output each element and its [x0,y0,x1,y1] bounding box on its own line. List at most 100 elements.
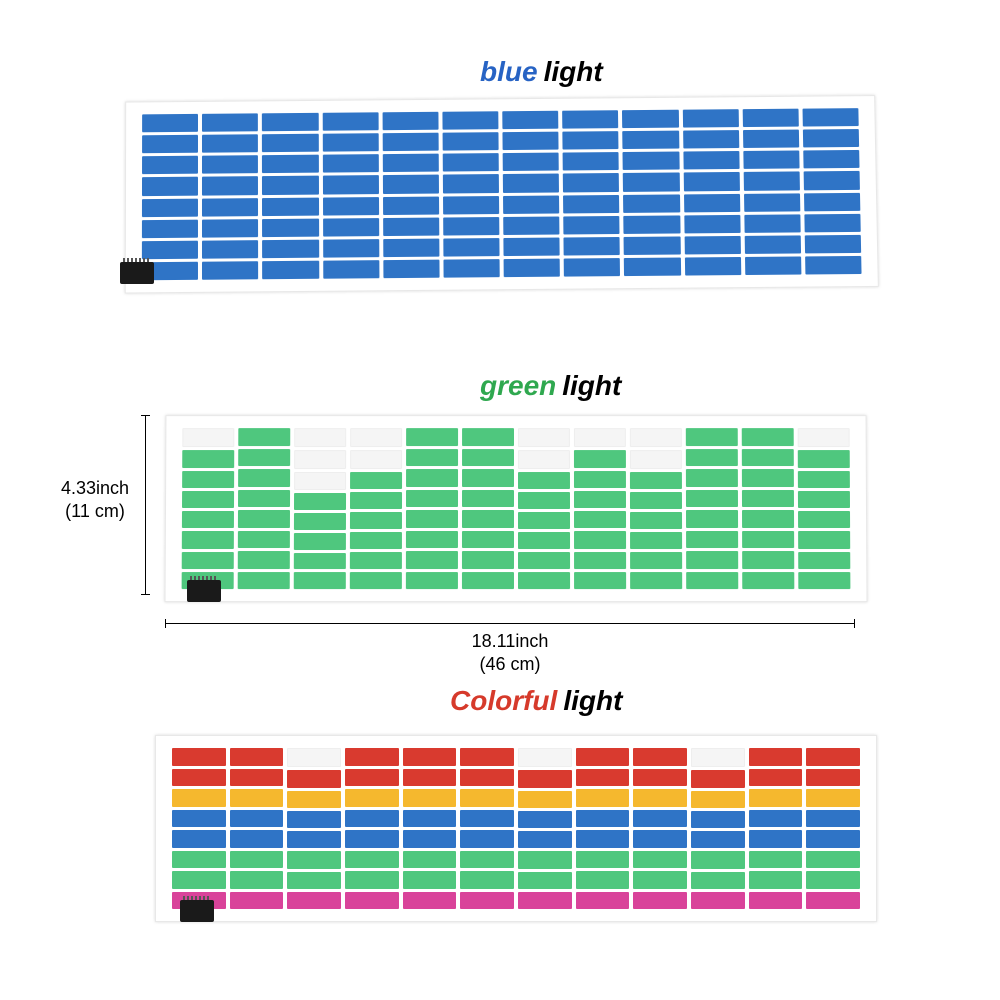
eq-column [238,428,291,589]
eq-segment [238,531,290,549]
eq-segment [287,831,341,848]
eq-segment [798,428,850,447]
eq-segment [742,510,794,528]
eq-segment [294,533,346,550]
eq-segment [742,469,794,486]
eq-segment [633,871,687,889]
eq-segment [574,552,626,569]
eq-segment [503,174,559,193]
eq-segment [749,892,803,910]
t3-title-word1: Colorful [450,685,557,716]
eq-column [294,428,346,589]
eq-segment [576,789,630,807]
eq-segment [749,769,803,787]
eq-segment [238,510,290,528]
eq-segment [202,155,258,174]
eq-segment [287,872,341,889]
eq-segment [624,215,680,234]
eq-segment [350,428,402,447]
eq-segment [683,172,739,191]
eq-segment [563,131,619,150]
eq-segment [518,450,570,469]
eq-segment [294,428,346,447]
blue-connector-icon [120,262,154,284]
eq-segment [563,194,619,213]
eq-segment [294,450,346,469]
t2-title-word1: green [480,370,556,401]
eq-segment [460,769,514,787]
eq-segment [462,572,514,590]
eq-segment [744,235,801,254]
eq-segment [443,174,499,193]
eq-segment [383,259,439,278]
eq-segment [742,572,794,590]
eq-column [518,748,572,909]
eq-segment [686,572,738,590]
eq-column [686,428,738,589]
eq-segment [633,851,687,869]
eq-segment [403,810,457,828]
eq-segment [744,193,800,212]
eq-column [682,109,741,275]
eq-segment [230,892,284,910]
eq-segment [503,237,559,256]
eq-column [322,112,379,278]
eq-segment [743,151,799,170]
eq-segment [803,129,859,148]
eq-segment [262,197,318,216]
eq-segment [238,490,290,507]
t1-title: bluelight [480,56,603,88]
eq-segment [403,892,457,910]
eq-segment [574,511,626,528]
eq-segment [806,830,860,848]
eq-segment [691,770,745,787]
eq-segment [287,811,341,828]
eq-column [622,110,680,276]
eq-column [442,111,499,277]
eq-segment [504,258,560,277]
eq-segment [518,872,572,889]
eq-segment [382,133,438,152]
eq-segment [294,493,346,510]
eq-segment [742,490,794,507]
eq-segment [518,892,572,909]
eq-segment [798,572,850,589]
eq-segment [345,810,399,828]
eq-segment [172,851,226,869]
eq-segment [686,428,738,445]
eq-segment [202,134,258,153]
eq-segment [238,428,290,445]
eq-segment [518,770,572,787]
eq-segment [623,131,679,150]
eq-segment [383,196,439,215]
eq-segment [406,572,458,590]
t3-title: Colorfullight [450,685,622,717]
eq-segment [350,450,402,469]
eq-segment [230,769,284,787]
eq-segment [576,871,630,889]
eq-segment [142,177,198,196]
eq-segment [574,471,626,488]
eq-segment [518,572,570,589]
eq-segment [743,172,799,191]
eq-segment [682,109,738,128]
eq-segment [806,748,860,766]
eq-segment [403,789,457,807]
colorful-connector-icon [180,900,214,922]
eq-segment [142,114,198,133]
eq-segment [518,552,570,569]
eq-segment [403,871,457,889]
eq-segment [623,173,679,192]
eq-segment [691,748,745,767]
eq-segment [804,171,860,190]
eq-segment [574,531,626,548]
eq-segment [406,551,458,569]
eq-segment [287,748,341,767]
eq-segment [502,111,558,130]
eq-segment [323,239,379,258]
eq-segment [383,217,439,236]
eq-segment [805,256,862,275]
eq-segment [443,259,499,278]
eq-segment [230,871,284,889]
eq-segment [518,512,570,529]
